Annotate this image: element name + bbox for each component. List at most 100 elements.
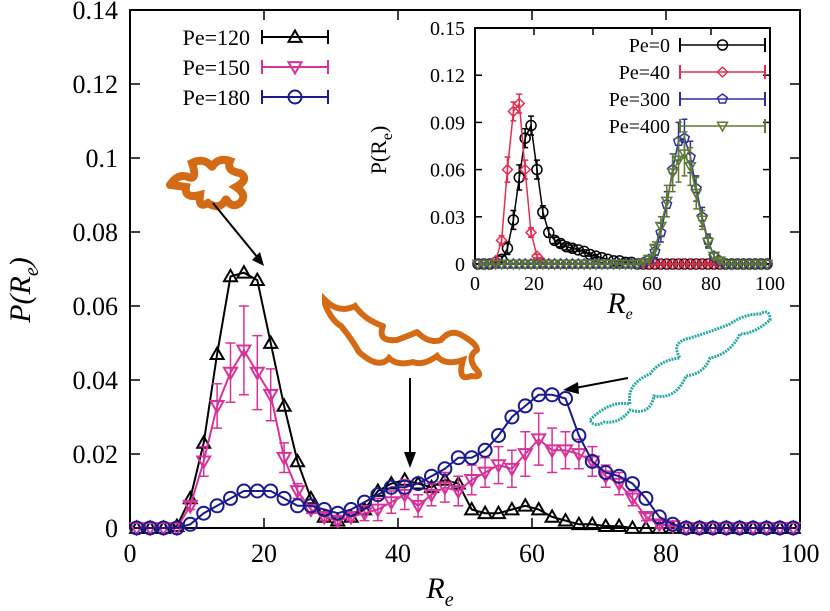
inset-legend-marker (716, 121, 729, 133)
inset-data-point (731, 259, 744, 271)
inset-y-tick-label: 0 (455, 254, 465, 276)
main-data-point (598, 465, 614, 480)
main-error-bar (640, 512, 651, 522)
inset-data-point (554, 259, 567, 271)
main-data-point (476, 466, 494, 482)
inset-data-point (560, 240, 573, 253)
main-data-point (289, 452, 306, 468)
main-data-point (357, 494, 372, 510)
annotation-arrows (212, 202, 629, 468)
main-data-point (209, 498, 225, 514)
inset-error-bar (675, 137, 682, 183)
main-data-point (624, 492, 641, 507)
inset-data-point (655, 226, 667, 238)
inset-data-point (507, 259, 520, 271)
inset-error-bar (551, 236, 558, 245)
main-data-point (584, 515, 601, 531)
main-data-point (597, 517, 614, 533)
main-data-point (182, 499, 199, 515)
main-x-tick-label: 80 (653, 539, 679, 568)
main-data-point (610, 517, 628, 533)
main-data-point (423, 488, 440, 504)
inset-data-point (542, 259, 556, 271)
inset-data-point (684, 161, 697, 173)
inset-data-point (548, 234, 561, 247)
main-data-point (263, 483, 279, 499)
main-legend-marker (286, 61, 304, 76)
inset-y-tick-label: 0.06 (430, 160, 465, 182)
main-data-point (624, 519, 641, 534)
inset-data-point (507, 105, 520, 118)
inset-x-tick-label: 80 (701, 273, 721, 295)
inset-data-point (595, 259, 609, 271)
inset-data-point (630, 259, 644, 271)
main-data-point (289, 485, 306, 500)
inset-data-point (548, 259, 561, 271)
polymer-stretched-illustration (588, 310, 772, 427)
main-data-point (208, 400, 226, 415)
inset-data-point (642, 254, 656, 266)
inset-y-tick-label: 0.15 (430, 18, 465, 40)
main-data-point (316, 502, 332, 517)
inset-data-point (495, 234, 508, 247)
main-data-point (625, 476, 640, 492)
main-y-tick-label: 0 (105, 514, 118, 543)
main-data-point (396, 488, 413, 504)
main-data-point (208, 345, 226, 360)
inset-data-point (625, 259, 638, 271)
inset-error-bar (563, 242, 570, 251)
inset-data-point (613, 259, 626, 271)
main-data-point (262, 388, 279, 404)
inset-data-point (513, 171, 525, 184)
inset-data-point (483, 259, 497, 271)
main-error-bar (533, 412, 544, 466)
inset-legend-marker (716, 93, 729, 104)
inset-data-point (524, 226, 538, 239)
inset-data-point (695, 215, 709, 227)
main-data-point (503, 462, 521, 478)
inset-data-point (501, 163, 514, 176)
inset-data-point (678, 149, 691, 161)
main-y-tick-label: 0.08 (73, 218, 119, 247)
main-legend-label: Pe=120 (183, 25, 250, 50)
inset-series-pe-400 (471, 131, 774, 271)
inset-error-bar (557, 239, 564, 248)
main-data-point (571, 428, 587, 443)
inset-data-point (725, 259, 738, 271)
inset-legend-entry: Pe=40 (619, 62, 766, 84)
inset-data-point (719, 259, 733, 271)
main-data-point (464, 450, 480, 466)
main-x-tick-label: 20 (251, 539, 277, 568)
main-data-point (557, 512, 574, 527)
main-data-point (544, 387, 560, 403)
main-legend-errorcap (261, 90, 329, 104)
main-data-point (517, 497, 534, 512)
inset-x-tick-label: 0 (470, 273, 480, 295)
main-data-point (637, 519, 655, 534)
main-y-tick-label: 0.14 (73, 0, 119, 25)
main-data-point (369, 503, 387, 519)
main-data-point (302, 489, 320, 505)
main-error-bar (560, 431, 571, 470)
main-error-bar (573, 438, 584, 470)
main-data-point (235, 264, 253, 279)
main-data-point (383, 496, 400, 511)
inset-data-point (513, 97, 526, 110)
inset-data-point (589, 259, 603, 271)
main-data-point (570, 515, 588, 531)
inset-error-bar (669, 153, 676, 193)
inset-data-point (654, 221, 668, 233)
inset-legend-errorcap (679, 119, 766, 133)
main-data-point (223, 490, 238, 506)
arrow-to-stretched-peak (574, 377, 629, 389)
inset-data-point (519, 132, 531, 144)
main-data-point (530, 433, 547, 448)
inset-data-point (543, 226, 555, 239)
main-error-bar (493, 445, 504, 485)
inset-data-point (713, 256, 727, 268)
main-data-point (195, 455, 212, 470)
inset-error-bar (504, 156, 511, 183)
main-data-point (476, 504, 494, 520)
main-data-point (664, 520, 681, 535)
main-legend-marker (287, 89, 303, 105)
